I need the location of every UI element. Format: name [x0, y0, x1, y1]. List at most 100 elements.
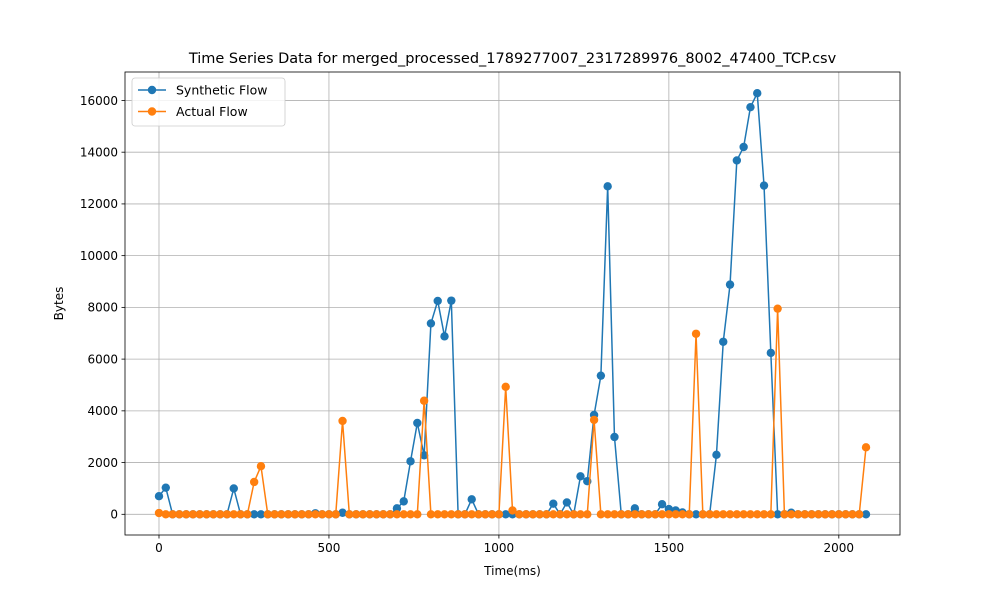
- data-point: [277, 510, 286, 519]
- legend-marker: [147, 85, 157, 95]
- data-point: [413, 418, 422, 428]
- legend-label: Synthetic Flow: [176, 83, 268, 98]
- data-point: [508, 506, 517, 515]
- data-point: [637, 510, 646, 519]
- data-point: [712, 450, 721, 460]
- plot-frame: [124, 71, 901, 536]
- data-point: [399, 497, 408, 506]
- data-point: [433, 296, 442, 306]
- data-point: [576, 510, 585, 519]
- data-point: [596, 371, 606, 380]
- data-point: [630, 510, 640, 519]
- x-axis-label: Time(ms): [483, 564, 541, 578]
- data-point: [385, 510, 395, 519]
- data-point: [719, 337, 728, 346]
- data-point: [419, 451, 429, 460]
- data-point: [549, 510, 558, 519]
- data-point: [766, 510, 776, 519]
- data-point: [311, 510, 320, 519]
- data-point: [691, 510, 701, 519]
- data-point: [800, 510, 810, 519]
- data-point: [861, 510, 871, 519]
- data-point: [399, 510, 408, 519]
- x-tick-label: 1000: [484, 541, 515, 555]
- data-point: [725, 510, 735, 519]
- data-point: [379, 510, 388, 519]
- data-point: [787, 510, 796, 519]
- data-point: [651, 510, 660, 519]
- legend-label: Actual Flow: [176, 104, 248, 119]
- data-point: [583, 510, 592, 519]
- data-point: [426, 510, 436, 519]
- x-tick-label: 0: [155, 541, 163, 555]
- data-point: [365, 510, 374, 519]
- data-point: [766, 348, 776, 358]
- data-point: [256, 510, 266, 519]
- data-point: [161, 483, 170, 492]
- legend-marker: [147, 107, 157, 116]
- data-point: [304, 510, 313, 519]
- data-point: [154, 508, 164, 518]
- data-point: [501, 510, 510, 519]
- data-point: [807, 510, 816, 519]
- data-point: [413, 510, 422, 519]
- data-point: [746, 102, 755, 112]
- data-point: [474, 510, 483, 519]
- y-axis-label: Bytes: [52, 287, 66, 321]
- data-point: [698, 510, 708, 519]
- data-point: [460, 510, 470, 519]
- y-tick-label: 0: [110, 508, 118, 522]
- data-point: [603, 510, 612, 519]
- data-point: [249, 510, 259, 519]
- data-point: [562, 510, 572, 519]
- data-point: [324, 510, 334, 519]
- data-point: [732, 510, 742, 519]
- data-point: [610, 432, 619, 442]
- data-point: [861, 443, 871, 452]
- data-point: [664, 510, 674, 519]
- chart-title: Time Series Data for merged_processed_17…: [188, 51, 837, 67]
- data-point: [236, 510, 245, 519]
- data-point: [576, 472, 585, 481]
- data-point: [351, 510, 361, 519]
- data-point: [256, 461, 266, 471]
- data-point: [759, 181, 769, 190]
- data-point: [467, 495, 476, 504]
- data-point: [243, 510, 252, 519]
- data-point: [317, 510, 327, 519]
- data-point: [617, 510, 626, 519]
- data-point: [827, 510, 837, 519]
- data-point: [678, 510, 687, 519]
- data-point: [270, 510, 279, 519]
- data-point: [739, 510, 748, 519]
- data-point: [501, 382, 510, 391]
- data-point: [848, 510, 857, 519]
- data-point: [249, 477, 259, 487]
- data-point: [297, 510, 306, 519]
- series-line: [158, 92, 867, 516]
- data-point: [181, 510, 191, 519]
- data-point: [515, 510, 524, 519]
- data-point: [834, 510, 844, 519]
- data-point: [630, 504, 640, 513]
- y-tick-label: 4000: [87, 404, 118, 418]
- data-point: [467, 510, 476, 519]
- data-point: [685, 510, 694, 519]
- data-point: [494, 510, 504, 519]
- data-point: [372, 510, 381, 519]
- data-point: [691, 329, 701, 338]
- data-point: [821, 510, 830, 519]
- data-point: [229, 484, 238, 493]
- data-point: [188, 510, 198, 519]
- data-point: [589, 415, 599, 425]
- data-point: [406, 457, 415, 466]
- series-layer: [154, 89, 871, 519]
- data-point: [331, 510, 340, 519]
- legend: Synthetic Flow Actual Flow: [131, 77, 286, 127]
- data-point: [392, 510, 402, 519]
- data-point: [161, 510, 170, 519]
- legend-box: [131, 77, 286, 127]
- data-point: [569, 510, 578, 519]
- data-point: [732, 156, 742, 165]
- data-point: [610, 510, 619, 519]
